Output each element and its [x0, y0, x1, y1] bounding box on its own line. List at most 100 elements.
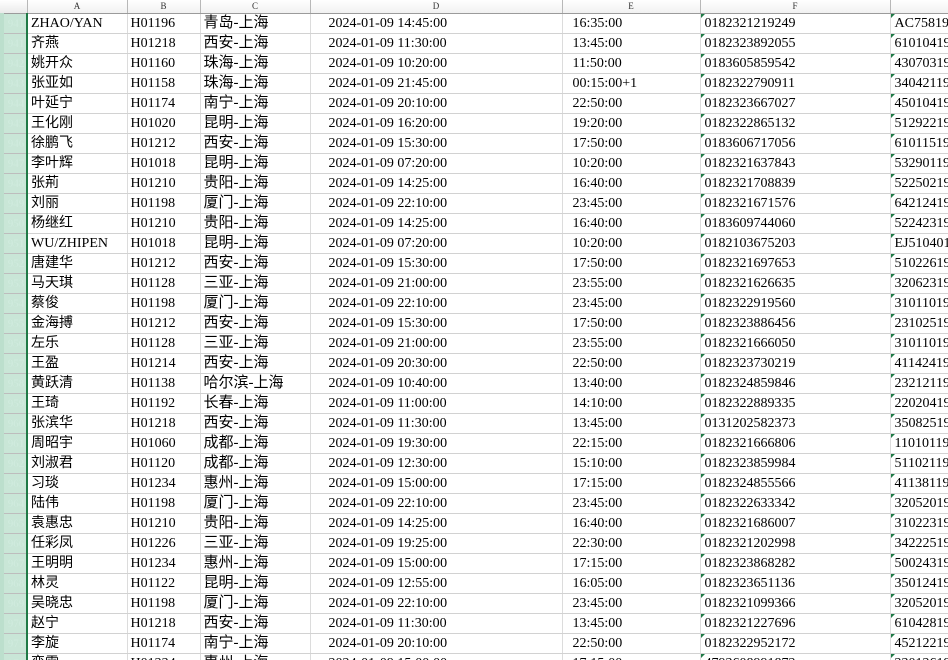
cell-route[interactable]: 昆明-上海 [200, 153, 311, 174]
cell-departure-datetime[interactable]: 2024-01-09 22:10:00 [310, 193, 563, 214]
table-row[interactable]: 967 王明明 H01234 惠州-上海 2024-01-09 15:00:00 17:1… [0, 553, 948, 574]
column-header-e[interactable]: E [562, 0, 701, 14]
cell-departure-datetime[interactable]: 2024-01-09 22:10:00 [310, 593, 563, 614]
cell-departure-datetime[interactable]: 2024-01-09 20:10:00 [310, 633, 563, 654]
cell-id-number[interactable]: AC758197! [890, 13, 948, 34]
cell-id-number[interactable]: 51102119651120598 1 [890, 453, 948, 474]
cell-arrival-time[interactable]: 17:15:00 [562, 473, 701, 494]
table-row[interactable]: 949 刘丽 H01198 厦门-上海 2024-01-09 22:10:00 23:45… [0, 193, 948, 214]
cell-flight-code[interactable]: H01158 [127, 73, 201, 94]
row-header[interactable]: 950 [0, 213, 28, 234]
cell-id-number[interactable]: 35012419930825402 1 [890, 573, 948, 594]
cell-passenger-name[interactable]: 张亚如 [27, 73, 128, 94]
cell-flight-code[interactable]: H01138 [127, 373, 201, 394]
cell-passenger-name[interactable]: 栾雯 [27, 653, 128, 660]
row-header[interactable]: 960 [0, 413, 28, 434]
cell-id-number[interactable]: 50024319970730275 9 [890, 553, 948, 574]
cell-order-number[interactable]: 0182322790911 [700, 73, 891, 94]
cell-flight-code[interactable]: H01120 [127, 453, 201, 474]
cell-departure-datetime[interactable]: 2024-01-09 22:10:00 [310, 293, 563, 314]
cell-route[interactable]: 西安-上海 [200, 613, 311, 634]
cell-route[interactable]: 厦门-上海 [200, 493, 311, 514]
column-header-d[interactable]: D [310, 0, 563, 14]
row-header[interactable]: 947 [0, 153, 28, 174]
cell-passenger-name[interactable]: 李旋 [27, 633, 128, 654]
cell-id-number[interactable]: 31022319680910121 6 [890, 513, 948, 534]
cell-departure-datetime[interactable]: 2024-01-09 20:30:00 [310, 353, 563, 374]
cell-id-number[interactable]: 41142419920909756 2 [890, 353, 948, 374]
cell-route[interactable]: 三亚-上海 [200, 333, 311, 354]
row-header[interactable]: 957 [0, 353, 28, 374]
cell-id-number[interactable]: 31011019821123445 4 [890, 333, 948, 354]
cell-passenger-name[interactable]: 赵宁 [27, 613, 128, 634]
table-row[interactable]: 942 姚开众 H01160 珠海-上海 2024-01-09 10:20:00 11:5… [0, 53, 948, 74]
cell-flight-code[interactable]: H01212 [127, 313, 201, 334]
cell-id-number[interactable]: 34222519960819158 9 [890, 533, 948, 554]
cell-order-number[interactable]: 0182321708839 [700, 173, 891, 194]
row-header[interactable]: 969 [0, 593, 28, 614]
table-row[interactable]: 968 林灵 H01122 昆明-上海 2024-01-09 12:55:00 16:05… [0, 573, 948, 594]
cell-order-number[interactable]: 0182323651136 [700, 573, 891, 594]
cell-flight-code[interactable]: H01198 [127, 593, 201, 614]
table-row[interactable]: 953 马天琪 H01128 三亚-上海 2024-01-09 21:00:00 23:5… [0, 273, 948, 294]
cell-id-number[interactable]: 45010419730807151 5 [890, 93, 948, 114]
cell-id-number[interactable]: 11010119700208203 8 [890, 433, 948, 454]
cell-id-number[interactable]: EJ5104014 [890, 233, 948, 254]
cell-id-number[interactable]: 41138119870718422 8 [890, 473, 948, 494]
table-row[interactable]: 941 ZHAO/YAN H01196 青岛-上海 2024-01-09 14:45:0… [0, 13, 948, 34]
cell-departure-datetime[interactable]: 2024-01-09 15:00:00 [310, 473, 563, 494]
cell-id-number[interactable]: 45212219861129181 9 [890, 633, 948, 654]
cell-passenger-name[interactable]: 吴晓忠 [27, 593, 128, 614]
cell-departure-datetime[interactable]: 2024-01-09 16:20:00 [310, 113, 563, 134]
cell-passenger-name[interactable]: 周昭宇 [27, 433, 128, 454]
cell-id-number[interactable]: 32062319920608840 0 [890, 273, 948, 294]
cell-passenger-name[interactable]: 任彩凤 [27, 533, 128, 554]
cell-order-number[interactable]: 0182321666050 [700, 333, 891, 354]
cell-flight-code[interactable]: H01196 [127, 13, 201, 34]
table-row[interactable]: 956 左乐 H01128 三亚-上海 2024-01-09 21:00:00 23:55… [0, 333, 948, 354]
table-row[interactable]: 941 齐燕 H01218 西安-上海 2024-01-09 11:30:00 13:45… [0, 33, 948, 54]
cell-route[interactable]: 西安-上海 [200, 253, 311, 274]
cell-id-number[interactable]: 51022619770401643 8 [890, 253, 948, 274]
cell-arrival-time[interactable]: 22:50:00 [562, 353, 701, 374]
table-row[interactable]: 962 刘淑君 H01120 成都-上海 2024-01-09 12:30:00 15:1… [0, 453, 948, 474]
table-row[interactable]: 947 李叶辉 H01018 昆明-上海 2024-01-09 07:20:00 10:2… [0, 153, 948, 174]
cell-order-number[interactable]: 0182323859984 [700, 453, 891, 474]
row-header[interactable]: 956 [0, 333, 28, 354]
table-row[interactable]: 943 张亚如 H01158 珠海-上海 2024-01-09 21:45:00 00:1… [0, 73, 948, 94]
column-header-a[interactable]: A [27, 0, 128, 14]
table-row[interactable]: 950 杨继红 H01210 贵阳-上海 2024-01-09 14:25:00 16:4… [0, 213, 948, 234]
cell-id-number[interactable]: 23212119650404082 3 [890, 373, 948, 394]
cell-order-number[interactable]: 0182323892055 [700, 33, 891, 54]
cell-arrival-time[interactable]: 15:10:00 [562, 453, 701, 474]
cell-id-number[interactable]: 52250219610222522 9 [890, 173, 948, 194]
table-row[interactable]: 969 吴晓忠 H01198 厦门-上海 2024-01-09 22:10:00 23:4… [0, 593, 948, 614]
column-header-f[interactable]: F [700, 0, 891, 14]
cell-route[interactable]: 西安-上海 [200, 313, 311, 334]
cell-passenger-name[interactable]: 刘丽 [27, 193, 128, 214]
cell-route[interactable]: 三亚-上海 [200, 533, 311, 554]
cell-arrival-time[interactable]: 22:50:00 [562, 633, 701, 654]
table-row[interactable]: 954 蔡俊 H01198 厦门-上海 2024-01-09 22:10:00 23:45… [0, 293, 948, 314]
cell-flight-code[interactable]: H01214 [127, 353, 201, 374]
cell-route[interactable]: 昆明-上海 [200, 233, 311, 254]
cell-arrival-time[interactable]: 13:40:00 [562, 373, 701, 394]
cell-id-number[interactable]: 51292219710601345 5 [890, 113, 948, 134]
cell-id-number[interactable]: 61042819871128081 0 [890, 613, 948, 634]
cell-arrival-time[interactable]: 17:50:00 [562, 133, 701, 154]
cell-arrival-time[interactable]: 22:15:00 [562, 433, 701, 454]
cell-id-number[interactable]: 32052019661119032 0 [890, 493, 948, 514]
cell-order-number[interactable]: 0182321686007 [700, 513, 891, 534]
column-header-c[interactable]: C [200, 0, 311, 14]
cell-flight-code[interactable]: H01210 [127, 173, 201, 194]
cell-flight-code[interactable]: H01174 [127, 93, 201, 114]
cell-departure-datetime[interactable]: 2024-01-09 14:25:00 [310, 213, 563, 234]
cell-order-number[interactable]: 0182322919560 [700, 293, 891, 314]
cell-departure-datetime[interactable]: 2024-01-09 07:20:00 [310, 233, 563, 254]
cell-id-number[interactable]: 61011519850218751 5 [890, 133, 948, 154]
row-header[interactable]: 954 [0, 293, 28, 314]
cell-departure-datetime[interactable]: 2024-01-09 15:30:00 [310, 253, 563, 274]
cell-flight-code[interactable]: H01174 [127, 633, 201, 654]
cell-departure-datetime[interactable]: 2024-01-09 12:30:00 [310, 453, 563, 474]
